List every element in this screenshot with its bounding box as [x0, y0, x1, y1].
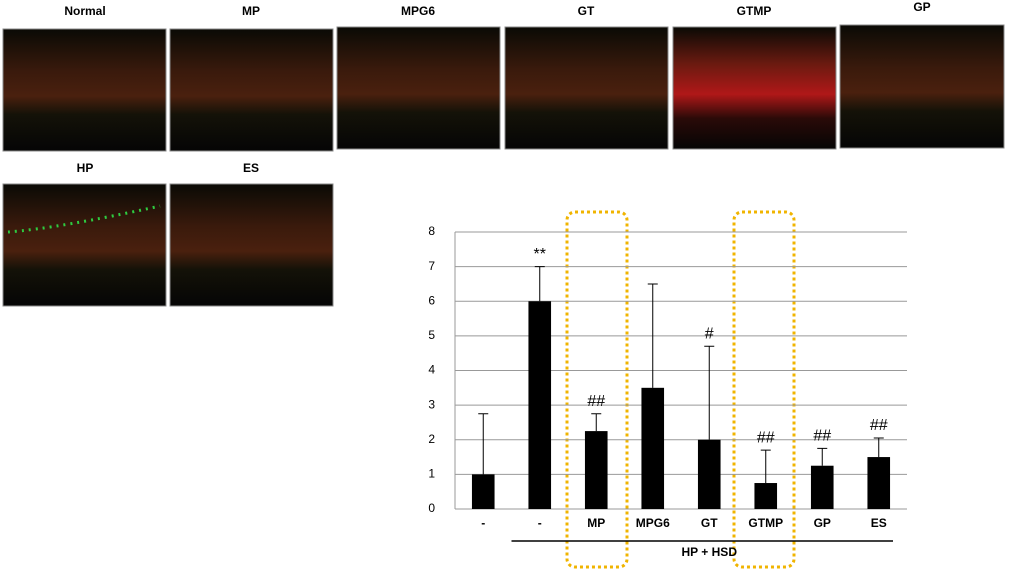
y-tick-label: 7: [428, 259, 435, 273]
panel-label: Normal: [64, 4, 105, 18]
y-tick-label: 5: [428, 328, 435, 342]
error-bar: [704, 345, 715, 440]
x-tick-label: MPG6: [636, 516, 670, 530]
bar: [641, 387, 665, 509]
bar: [584, 431, 608, 509]
y-tick-label: 3: [428, 397, 435, 411]
micrograph: [336, 26, 501, 150]
chart: 0 1 2 3 4 5 6 7 8 - - ** MP ## MPG6 GT # GTMP ## GP ## ES ## HP…: [428, 224, 907, 559]
x-tick-label: GT: [701, 516, 718, 530]
x-tick-label: ES: [871, 516, 887, 530]
x-tick-label: -: [481, 516, 485, 530]
bar: [810, 465, 834, 509]
micrograph: [2, 183, 167, 307]
bar: [754, 483, 778, 509]
x-tick-label: MP: [587, 516, 605, 530]
y-tick-label: 8: [428, 224, 435, 238]
annotation: ##: [870, 417, 888, 434]
highlight-box: [565, 210, 629, 569]
panel-label: MP: [242, 4, 260, 18]
panel-label: HP: [77, 161, 94, 175]
panel-label: GT: [578, 4, 595, 18]
x-tick-label: -: [538, 516, 542, 530]
micrograph: [839, 24, 1005, 149]
y-tick-label: 4: [428, 363, 435, 377]
highlight-box: [732, 210, 796, 569]
error-bar: [873, 437, 884, 458]
micrograph: [672, 26, 837, 150]
micrograph: [169, 28, 334, 152]
annotation: #: [705, 325, 714, 342]
annotation: **: [534, 246, 546, 263]
group-label: HP + HSD: [682, 545, 738, 559]
annotation: ##: [813, 428, 831, 445]
annotation: ##: [757, 429, 775, 446]
error-bar: [591, 413, 602, 432]
error-bar: [647, 283, 658, 388]
x-tick-label: GP: [814, 516, 831, 530]
error-bar: [478, 413, 489, 475]
error-bar: [760, 449, 771, 484]
panels: Normal MP MPG6 GT GTMP GP HP ES: [2, 0, 1005, 307]
micrograph: [504, 26, 669, 150]
bar: [528, 301, 552, 509]
y-tick-label: 2: [428, 432, 435, 446]
annotation: ##: [587, 393, 605, 410]
green-signal: [7, 204, 161, 234]
micrograph: [2, 28, 167, 152]
panel-label: ES: [243, 161, 259, 175]
micrograph: [169, 183, 334, 307]
x-tick-label: GTMP: [748, 516, 783, 530]
y-tick-label: 6: [428, 293, 435, 307]
panel-label: GTMP: [737, 4, 772, 18]
bar: [471, 474, 495, 509]
panel-label: GP: [913, 0, 930, 14]
panel-label: MPG6: [401, 4, 435, 18]
bar: [867, 457, 891, 509]
bar: [697, 439, 721, 509]
error-bar: [534, 266, 545, 302]
y-tick-label: 1: [428, 467, 435, 481]
error-bar: [817, 447, 828, 466]
y-tick-label: 0: [428, 501, 435, 515]
